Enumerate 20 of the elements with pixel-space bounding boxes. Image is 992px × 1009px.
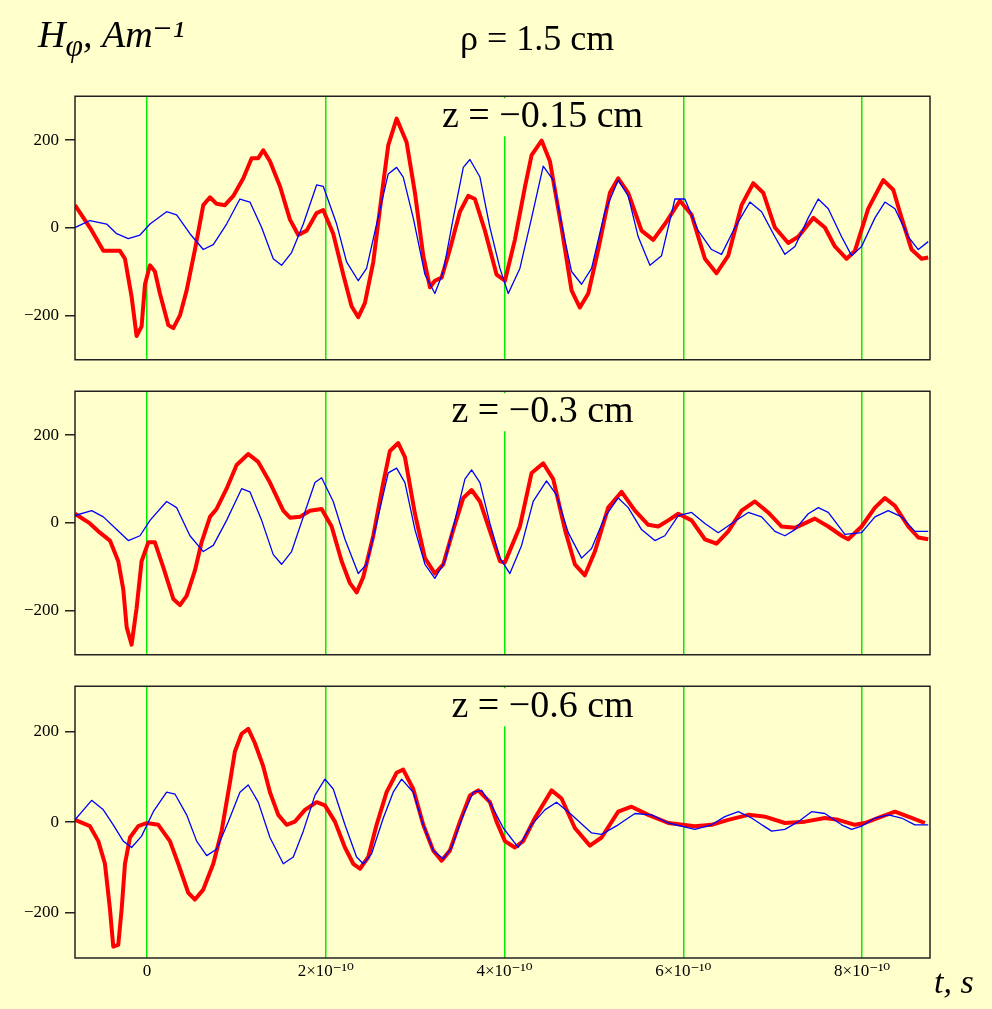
annotation: z = −0.6 cm	[451, 683, 634, 726]
y-tick-label: 200	[33, 129, 59, 149]
annotation: z = −0.15 cm	[441, 93, 644, 136]
chart-title: ρ = 1.5 cm	[460, 17, 615, 60]
y-tick-label: 0	[50, 811, 59, 831]
annotation: z = −0.3 cm	[451, 388, 634, 431]
y-tick-label: −200	[23, 305, 59, 325]
y-tick-label: 200	[33, 720, 59, 740]
x-tick-label: 8×10⁻¹⁰	[834, 960, 891, 980]
x-tick-label: 4×10⁻¹⁰	[476, 960, 533, 980]
x-tick-label: 6×10⁻¹⁰	[655, 960, 712, 980]
y-tick-label: 0	[50, 512, 59, 532]
x-tick-label: 0	[142, 960, 152, 980]
y-tick-label: 0	[50, 217, 59, 237]
y-tick-label: −200	[23, 600, 59, 620]
x-tick-label: 2×10⁻¹⁰	[297, 960, 354, 980]
y-tick-label: 200	[33, 424, 59, 444]
x-axis-title: t, s	[934, 962, 974, 1002]
y-axis-title: H$_{φ}$, Am⁻¹	[38, 12, 185, 65]
y-tick-label: −200	[23, 902, 59, 922]
